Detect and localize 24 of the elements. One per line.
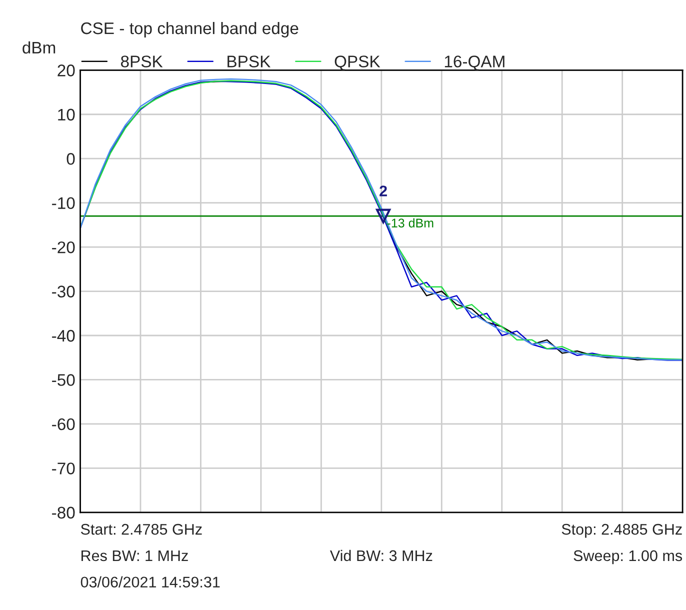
y-tick-label: 0 [66,153,75,165]
y-tick-label: -20 [52,241,75,254]
legend-label: QPSK [334,56,380,70]
text: Stop: 2.4885 GHz [562,524,682,538]
y-tick-label: -80 [52,506,75,519]
text: Vid BW: 3 MHz [330,550,432,562]
text: Res BW: 1 MHz [82,550,188,562]
text: 03/06/2021 14:59:31 [80,576,220,588]
y-tick-label: -40 [52,330,75,342]
y-tick-label: -70 [52,462,75,474]
y-axis-title: dBm [22,41,56,54]
y-tick-label: -50 [52,374,75,386]
chart-title: CSE - top channel band edge [81,22,298,38]
text: Start: 2.4785 GHz [80,524,202,535]
y-tick-label: 10 [58,108,75,121]
y-tick-label: -10 [52,197,75,210]
annotation: 2 [380,186,387,196]
series-label: 8PSK [120,56,163,68]
legend-label: BPSK [228,56,270,68]
text: Sweep: 1.00 ms [574,550,682,564]
y-tick-label: -30 [52,286,75,298]
legend-label: 16-QAM [444,56,504,70]
y-tick-label: 20 [58,64,75,76]
y-tick-label: -60 [52,418,75,430]
